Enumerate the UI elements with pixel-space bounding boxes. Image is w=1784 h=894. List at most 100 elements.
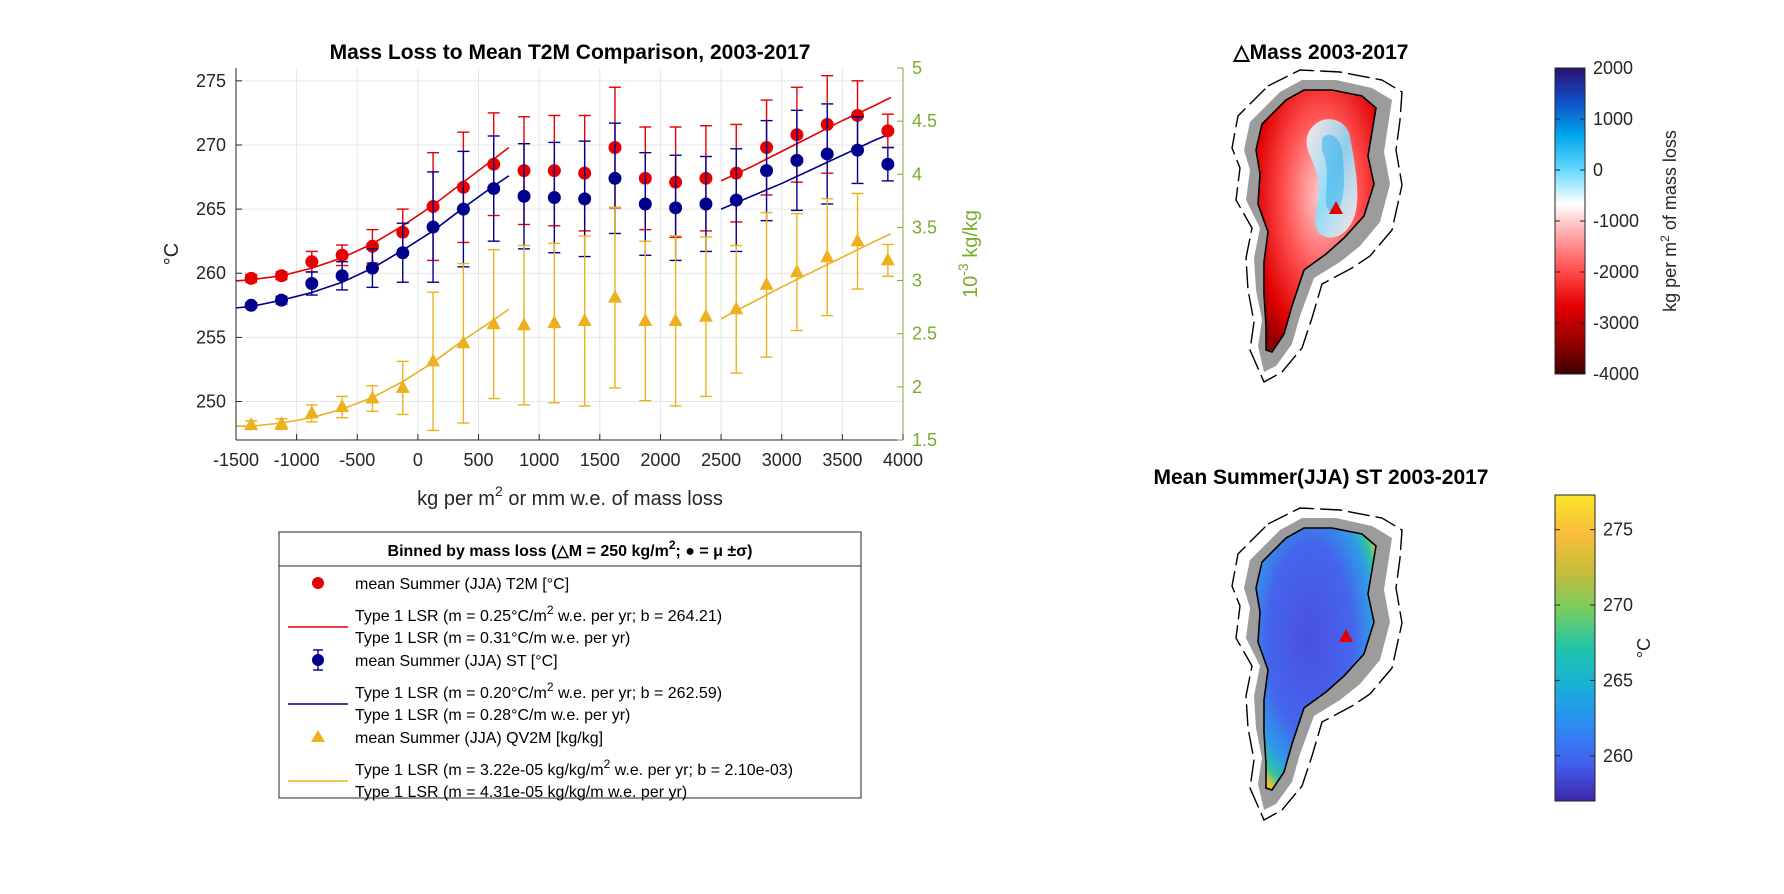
st-point xyxy=(244,298,258,312)
x-tick-label: 3000 xyxy=(762,450,802,470)
legend-entry-label-tail: w.e. per yr; b = 264.21) xyxy=(554,608,723,625)
legend-entry-label-tail: w.e. per yr; b = 262.59) xyxy=(554,685,723,702)
right-y-axis-label-main: 10 xyxy=(960,276,982,298)
x-tick-label: 4000 xyxy=(883,450,923,470)
mass-map-title-text: Mass 2003-2017 xyxy=(1250,41,1409,64)
colorbar-tick-label: 275 xyxy=(1603,520,1633,540)
greenland-st-field xyxy=(1255,527,1377,791)
qv2m-fit-line xyxy=(720,233,892,320)
x-axis-label-main: kg per m xyxy=(417,488,495,510)
qv2m-point xyxy=(547,315,562,329)
legend-entries: mean Summer (JJA) T2M [°C] Type 1 LSR (m … xyxy=(288,576,793,801)
right-y-tick-label: 1.5 xyxy=(912,430,937,450)
st-colorbar-label: °C xyxy=(1634,638,1654,658)
interior-dark-blue-core xyxy=(1322,134,1344,213)
right-y-axis-label-sup: -3 xyxy=(955,263,971,276)
qv2m-point xyxy=(274,416,289,430)
x-tick-label: 500 xyxy=(464,450,494,470)
t2m-fit-line xyxy=(720,96,892,182)
summit-marker-triangle xyxy=(1339,629,1353,642)
chart-legend: Binned by mass loss (△M = 250 kg/m2; ● =… xyxy=(278,531,862,801)
x-tick-label: 3500 xyxy=(822,450,862,470)
x-tick-label: 2000 xyxy=(640,450,680,470)
grid-lines xyxy=(235,68,904,440)
legend-entry-label-line2: Type 1 LSR (m = 4.31e-05 kg/kg/m w.e. pe… xyxy=(355,784,687,801)
legend-entry-label: Type 1 LSR (m = 0.25°C/m2 w.e. per yr; b… xyxy=(355,603,722,625)
mass-map-panel: △Mass 2003-2017 2000 1000 0 -1000 -2000 -3000… xyxy=(1231,41,1680,384)
colorbar-tick-label: -4000 xyxy=(1593,364,1639,384)
legend-entry-label-sup: 2 xyxy=(547,680,554,694)
mass-map-title: △Mass 2003-2017 xyxy=(1233,41,1409,64)
legend-entry-label-sup: 2 xyxy=(547,603,554,617)
legend-entry-label-main: Type 1 LSR (m = 0.25°C/m xyxy=(355,608,547,625)
legend-entry-label-sup: 2 xyxy=(604,757,611,771)
qv2m-point xyxy=(486,316,501,330)
t2m-point xyxy=(851,108,865,122)
st-point xyxy=(517,189,531,203)
right-y-tick-label: 3.5 xyxy=(912,217,937,237)
t2m-point xyxy=(305,255,319,269)
qv2m-point xyxy=(698,308,713,322)
legend-entry-label: Type 1 LSR (m = 3.22e-05 kg/kg/m2 w.e. p… xyxy=(355,757,793,779)
mass-colorbar-label-sup: 2 xyxy=(1658,235,1672,242)
qv2m-point xyxy=(820,249,835,263)
legend-entry-label: Type 1 LSR (m = 0.20°C/m2 w.e. per yr; b… xyxy=(355,680,722,702)
colorbar-tick-label: 270 xyxy=(1603,595,1633,615)
x-tick-label: 2500 xyxy=(701,450,741,470)
colorbar-tick-label: -3000 xyxy=(1593,313,1639,333)
mass-colorbar-label-tail: of mass loss xyxy=(1660,130,1680,235)
st-point xyxy=(578,192,592,206)
st-colorbar-ticks: 275 270 265 260 xyxy=(1555,520,1633,766)
st-point xyxy=(760,164,774,178)
colorbar-tick-label: 0 xyxy=(1593,160,1603,180)
legend-title-sup: 2 xyxy=(669,538,676,552)
st-point xyxy=(396,246,410,260)
x-tick-label: 1000 xyxy=(519,450,559,470)
x-tick-label: -500 xyxy=(339,450,375,470)
x-tick-label: -1000 xyxy=(274,450,320,470)
qv2m-point xyxy=(577,312,592,326)
data-markers xyxy=(244,74,895,432)
legend-title-tail: ; ● = μ ±σ) xyxy=(676,543,753,560)
y-tick-label: 255 xyxy=(196,327,226,347)
t2m-point xyxy=(274,269,288,283)
t2m-point xyxy=(881,124,895,138)
st-fit-line xyxy=(720,132,892,210)
x-axis-label: kg per m2 or mm w.e. of mass loss xyxy=(417,483,723,510)
colorbar-tick-label: -2000 xyxy=(1593,262,1639,282)
qv2m-point xyxy=(335,399,350,413)
right-y-tick-label: 4.5 xyxy=(912,111,937,131)
greenland-outer-contour xyxy=(1231,69,1403,383)
legend-entry-label-main: Type 1 LSR (m = 0.20°C/m xyxy=(355,685,547,702)
greenland-st-map xyxy=(1231,507,1403,821)
legend-circle-swatch xyxy=(312,654,324,666)
legend-entry-label: mean Summer (JJA) T2M [°C] xyxy=(355,576,569,593)
y-tick-label: 250 xyxy=(196,392,226,412)
legend-triangle-swatch xyxy=(311,730,325,742)
qv2m-point xyxy=(638,312,653,326)
st-point xyxy=(699,197,713,211)
st-point xyxy=(669,201,683,215)
greenland-outer-contour xyxy=(1231,507,1403,821)
summit-marker-triangle xyxy=(1329,201,1343,214)
st-map-title: Mean Summer(JJA) ST 2003-2017 xyxy=(1154,466,1489,489)
x-axis-label-sup: 2 xyxy=(495,483,503,499)
st-point xyxy=(487,182,501,196)
x-tick-label: 0 xyxy=(413,450,423,470)
y-tick-label: 265 xyxy=(196,199,226,219)
mass-colorbar-label-main: kg per m xyxy=(1660,242,1680,312)
mass-map-title-delta: △ xyxy=(1233,41,1251,64)
qv2m-point xyxy=(789,264,804,278)
legend-entry-label-main: Type 1 LSR (m = 3.22e-05 kg/kg/m xyxy=(355,762,604,779)
right-y-axis-label-tail: kg/kg xyxy=(960,210,982,263)
st-point xyxy=(820,147,834,161)
legend-title-mid: M = 250 kg/m xyxy=(569,543,669,560)
qv2m-point xyxy=(304,405,319,419)
legend-entry-label-line2: Type 1 LSR (m = 0.31°C/m w.e. per yr) xyxy=(355,630,630,647)
legend-box xyxy=(278,531,862,799)
x-tick-label: -1500 xyxy=(213,450,259,470)
axes: -1500 -1000 -500 0 500 1000 1500 2000 2500 3000 35… xyxy=(196,58,937,470)
qv2m-point xyxy=(244,417,259,431)
right-y-tick-label: 2.5 xyxy=(912,324,937,344)
